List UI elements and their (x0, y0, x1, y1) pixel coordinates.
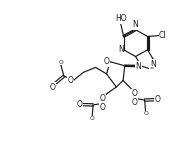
Text: N: N (135, 62, 141, 71)
Text: O: O (132, 98, 138, 107)
Text: O: O (143, 112, 148, 116)
Text: O: O (100, 103, 106, 112)
Text: N: N (133, 20, 138, 29)
Text: =: = (149, 67, 153, 72)
Text: O: O (77, 100, 83, 109)
Text: N: N (118, 45, 124, 54)
Text: O: O (100, 94, 106, 103)
Text: O: O (104, 57, 110, 66)
Text: O: O (132, 89, 138, 98)
Text: N: N (150, 60, 156, 69)
Text: O: O (50, 83, 56, 92)
Text: O: O (58, 60, 63, 65)
Text: O: O (155, 95, 161, 104)
Text: O: O (68, 76, 74, 85)
Text: HO: HO (115, 14, 126, 23)
Text: Cl: Cl (159, 31, 167, 40)
Text: O: O (90, 116, 95, 121)
